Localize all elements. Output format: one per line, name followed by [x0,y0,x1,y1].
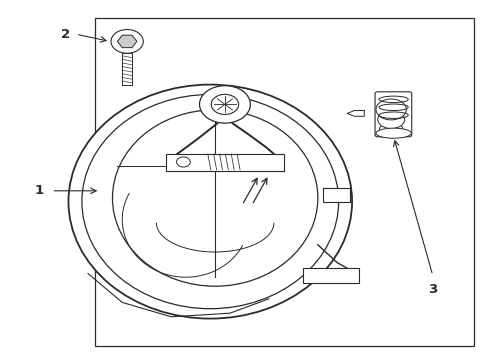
Polygon shape [346,111,364,116]
FancyBboxPatch shape [374,92,411,137]
Circle shape [211,94,238,114]
Circle shape [199,86,250,123]
Ellipse shape [112,110,317,286]
Ellipse shape [68,85,351,319]
Ellipse shape [375,99,406,120]
FancyBboxPatch shape [303,268,359,283]
Bar [95,18,473,346]
Circle shape [176,157,190,167]
Text: 1: 1 [35,184,43,197]
Ellipse shape [82,95,338,309]
Ellipse shape [377,111,404,129]
FancyBboxPatch shape [166,154,283,171]
Text: 3: 3 [427,283,436,296]
Text: 2: 2 [61,28,70,41]
Circle shape [111,30,143,53]
Ellipse shape [379,122,402,137]
FancyBboxPatch shape [322,188,349,202]
Ellipse shape [375,128,410,138]
